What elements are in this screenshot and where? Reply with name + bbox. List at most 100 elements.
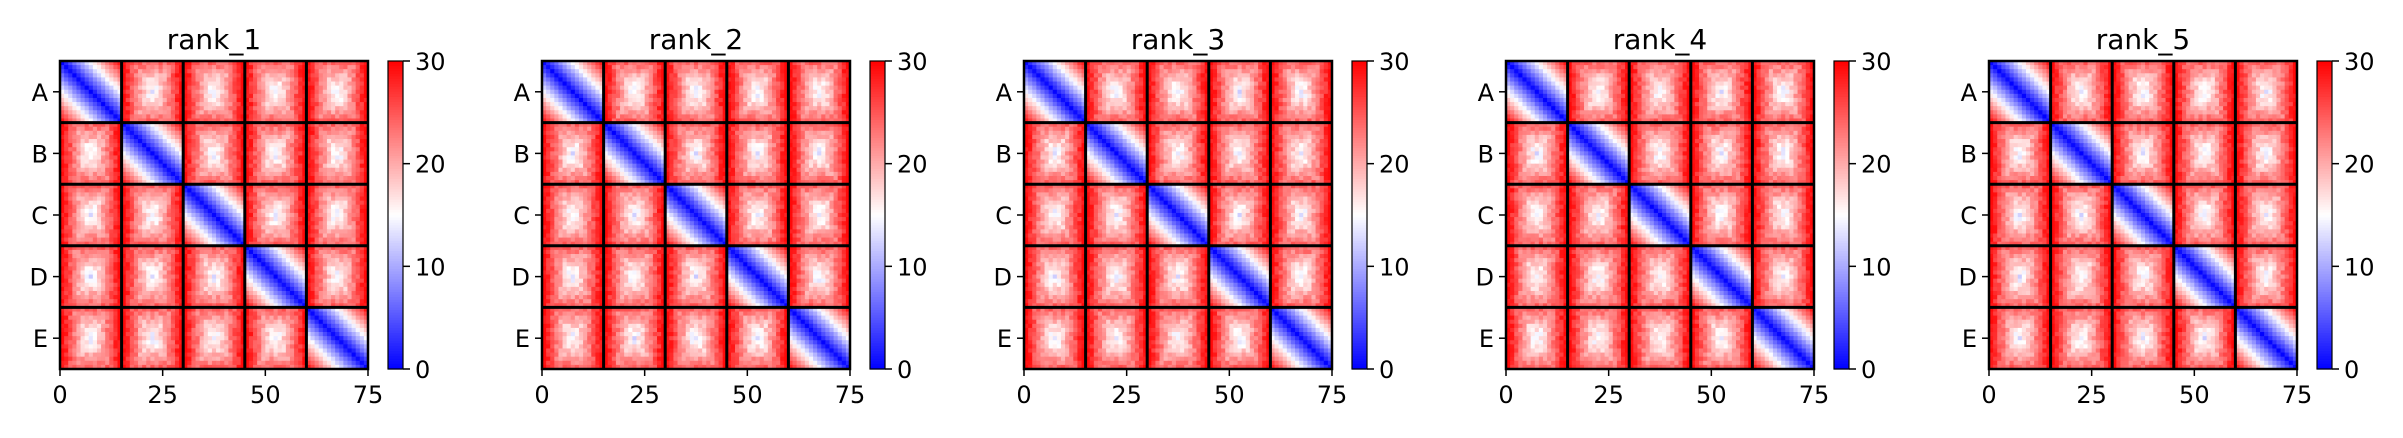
heatmap-cell — [80, 106, 86, 111]
heatmap-cell — [306, 286, 312, 292]
heatmap-cell — [101, 159, 106, 165]
heatmap-cell — [232, 155, 238, 161]
heatmap-cell — [101, 217, 106, 222]
heatmap-cell — [273, 61, 279, 66]
heatmap-cell — [240, 327, 246, 333]
heatmap-cell — [359, 188, 365, 194]
heatmap-cell — [265, 122, 271, 128]
heatmap-cell — [326, 245, 332, 251]
heatmap-cell — [302, 180, 307, 185]
heatmap-cell — [363, 192, 369, 198]
heatmap-cell — [248, 192, 254, 198]
heatmap-cell — [60, 167, 65, 173]
heatmap-cell — [236, 93, 242, 99]
heatmap-cell — [129, 147, 135, 152]
heatmap-cell — [277, 122, 283, 128]
heatmap-cell — [335, 110, 340, 115]
heatmap-cell — [355, 212, 361, 218]
heatmap-cell — [207, 122, 213, 128]
heatmap-cell — [265, 254, 271, 259]
heatmap-cell — [187, 65, 193, 70]
heatmap-cell — [363, 241, 369, 247]
heatmap-cell — [322, 282, 328, 288]
heatmap-cell — [109, 175, 114, 181]
heatmap-cell — [92, 249, 98, 255]
heatmap-cell — [351, 184, 357, 189]
heatmap-cell — [248, 155, 254, 161]
heatmap-cell — [331, 323, 336, 329]
heatmap-cell — [150, 81, 156, 87]
heatmap-cell — [294, 130, 299, 136]
heatmap-cell — [269, 159, 275, 165]
heatmap-cell — [125, 180, 131, 185]
heatmap-cell — [240, 122, 246, 128]
heatmap-cell — [363, 61, 369, 66]
heatmap-cell — [166, 163, 172, 169]
heatmap-cell — [129, 241, 135, 247]
heatmap-cell — [216, 270, 221, 276]
heatmap-cell — [298, 175, 303, 181]
heatmap-cell — [269, 225, 275, 230]
heatmap-cell — [253, 61, 258, 66]
heatmap-cell — [339, 307, 344, 313]
heatmap-cell — [174, 303, 180, 308]
heatmap-cell — [273, 274, 279, 280]
heatmap-cell — [306, 315, 312, 321]
heatmap-cell — [72, 147, 78, 152]
heatmap-cell — [60, 69, 65, 74]
heatmap-cell — [331, 237, 336, 243]
heatmap-cell — [199, 97, 205, 103]
heatmap-cell — [150, 225, 156, 230]
heatmap-cell — [285, 130, 291, 136]
heatmap-cell — [92, 118, 98, 124]
heatmap-cell — [343, 85, 349, 91]
heatmap-cell — [289, 171, 295, 177]
heatmap-cell — [224, 102, 229, 107]
heatmap-cell — [195, 307, 201, 313]
heatmap-cell — [257, 200, 262, 206]
heatmap-cell — [248, 114, 254, 120]
heatmap-cell — [265, 319, 271, 325]
heatmap-cell — [236, 237, 242, 243]
heatmap-cell — [187, 97, 193, 103]
heatmap-cell — [265, 163, 271, 169]
heatmap-cell — [306, 282, 312, 288]
heatmap-cell — [142, 245, 147, 251]
heatmap-cell — [150, 299, 156, 304]
heatmap-cell — [248, 208, 254, 214]
heatmap-cell — [322, 69, 328, 74]
heatmap-cell — [187, 315, 193, 321]
heatmap-cell — [133, 249, 139, 255]
heatmap-cell — [187, 237, 193, 243]
heatmap-cell — [88, 188, 94, 194]
heatmap-cell — [294, 102, 299, 107]
heatmap-cell — [306, 278, 312, 284]
heatmap-cell — [355, 97, 361, 103]
heatmap-cell — [68, 307, 73, 313]
heatmap-cell — [203, 208, 209, 214]
heatmap-cell — [273, 184, 279, 189]
heatmap-cell — [277, 139, 283, 144]
heatmap-cell — [359, 180, 365, 185]
heatmap-cell — [236, 106, 242, 111]
heatmap-cell — [220, 159, 225, 165]
heatmap-cell — [113, 81, 119, 87]
heatmap-cell — [339, 233, 344, 239]
heatmap-cell — [80, 167, 86, 173]
heatmap-cell — [68, 290, 73, 296]
heatmap-cell — [363, 278, 369, 284]
heatmap-cell — [339, 323, 344, 329]
heatmap-cell — [339, 319, 344, 325]
heatmap-cell — [310, 180, 316, 185]
heatmap-cell — [236, 192, 242, 198]
heatmap-cell — [347, 241, 353, 247]
heatmap-cell — [211, 266, 217, 272]
heatmap-cell — [314, 118, 320, 124]
heatmap-cell — [351, 134, 357, 140]
heatmap-cell — [294, 212, 299, 218]
heatmap-cell — [64, 262, 69, 267]
heatmap-cell — [142, 295, 147, 300]
heatmap-cell — [80, 61, 86, 66]
heatmap-cell — [68, 274, 73, 280]
heatmap-cell — [244, 175, 250, 181]
